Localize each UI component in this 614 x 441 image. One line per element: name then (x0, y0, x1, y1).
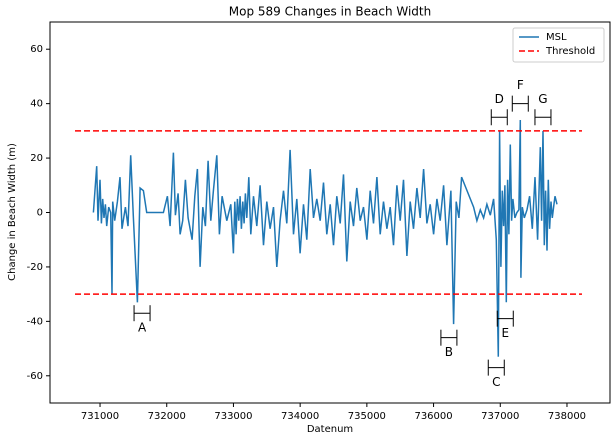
annotation-label: E (501, 326, 509, 340)
x-tick-label: 733000 (214, 411, 252, 422)
x-tick-label: 734000 (281, 411, 319, 422)
x-tick-label: 736000 (414, 411, 452, 422)
annotation-label: B (445, 345, 453, 359)
annotation-bracket (496, 310, 514, 327)
x-tick-label: 737000 (481, 411, 519, 422)
x-tick-label: 731000 (81, 411, 119, 422)
annotation-label: F (517, 78, 524, 92)
y-tick-label: 0 (37, 208, 43, 219)
legend-label: MSL (546, 32, 567, 43)
annotation-label: G (538, 92, 547, 106)
annotation-bracket (511, 95, 529, 112)
annotation-bracket (534, 109, 552, 126)
annotation-label: A (138, 321, 147, 335)
legend-label: Threshold (545, 46, 595, 57)
annotation-bracket (490, 109, 508, 126)
annotation-bracket (487, 359, 505, 376)
y-tick-label: -40 (27, 316, 43, 327)
y-tick-label: -20 (27, 262, 43, 273)
annotation-bracket (133, 305, 151, 322)
x-axis-label: Datenum (307, 424, 353, 435)
y-tick-label: -60 (27, 371, 43, 382)
annotation-bracket (440, 329, 458, 346)
annotation-label: D (495, 92, 504, 106)
y-tick-label: 60 (30, 44, 43, 55)
x-tick-label: 735000 (348, 411, 386, 422)
legend: MSL Threshold (512, 27, 605, 63)
x-tick-label: 732000 (148, 411, 186, 422)
chart-title: Mop 589 Changes in Beach Width (229, 5, 431, 19)
x-tick-label: 738000 (548, 411, 586, 422)
y-tick-label: 40 (30, 99, 43, 110)
annotation-label: C (492, 375, 500, 389)
data-line (92, 119, 558, 357)
y-axis-label: Change in Beach Width (m) (7, 143, 18, 281)
plot-frame (49, 21, 611, 404)
y-tick-label: 20 (30, 153, 43, 164)
